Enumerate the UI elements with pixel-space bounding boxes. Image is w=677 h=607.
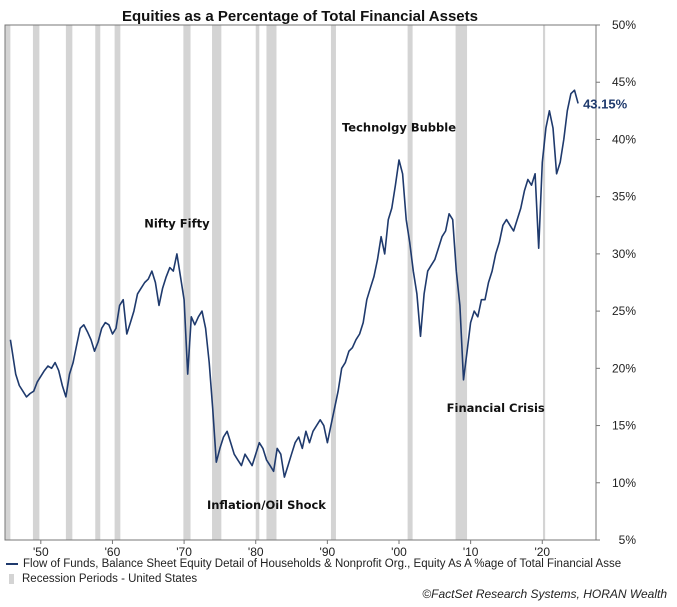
recession-swatch [9,573,14,584]
x-tick-label: '10 [463,545,479,556]
recession-band [5,25,11,540]
y-tick-label: 45% [612,75,636,89]
recession-band [407,25,413,540]
recession-bands [5,25,546,540]
legend-recession-label: Recession Periods - United States [22,572,198,585]
annotation-label: Technolgy Bubble [342,120,456,134]
recession-band [266,25,277,540]
y-tick-label: 25% [612,304,636,318]
recession-band [455,25,468,540]
source-credit: ©FactSet Research Systems, HORAN Wealth [422,587,667,601]
recession-band [255,25,260,540]
legend-series-label: Flow of Funds, Balance Sheet Equity Deta… [23,557,622,570]
annotation-label: Financial Crisis [447,401,545,415]
x-tick-label: '00 [391,545,407,556]
x-tick-label: '90 [320,545,336,556]
x-tick-label: '70 [176,545,192,556]
y-tick-label: 10% [612,476,636,490]
x-tick-label: '50 [33,545,49,556]
plot-frame [4,24,597,541]
x-tick-label: '80 [248,545,264,556]
chart-svg: '50 '60 '70 '80 '90 '00 '10 '20 5% 10% 15% 20% 25% 3… [4,8,636,556]
series-swatch [6,562,18,565]
annotation-label: Inflation/Oil Shock [207,498,326,512]
recession-band [183,25,191,540]
x-tick-label: '60 [105,545,121,556]
annotation-label: Nifty Fifty [144,217,210,231]
y-tick-label: 5% [619,533,637,547]
y-tick-label: 50% [612,18,636,32]
last-value-label: 43.15% [583,96,628,111]
x-axis: '50 '60 '70 '80 '90 '00 '10 '20 [33,540,550,556]
recession-band [32,25,40,540]
recession-band [95,25,101,540]
y-tick-label: 20% [612,361,636,375]
chart-title: Equities as a Percentage of Total Financ… [122,8,478,25]
y-tick-label: 40% [612,132,636,146]
series-line [9,89,579,478]
y-tick-label: 15% [612,419,636,433]
recession-band [65,25,73,540]
y-axis: 5% 10% 15% 20% 25% 30% 35% 40% 45% 50% [596,18,636,547]
y-tick-label: 30% [612,247,636,261]
x-tick-label: '20 [534,545,550,556]
y-tick-label: 35% [612,190,636,204]
recession-band [212,25,222,540]
legend-item-series: Flow of Funds, Balance Sheet Equity Deta… [4,556,672,571]
recession-band [542,25,546,540]
annotations: Nifty Fifty Technolgy Bubble Inflation/Oil… [144,120,545,512]
recession-band [330,25,336,540]
legend-item-recession: Recession Periods - United States [4,571,672,586]
legend: Flow of Funds, Balance Sheet Equity Deta… [4,556,672,586]
recession-band [114,25,121,540]
